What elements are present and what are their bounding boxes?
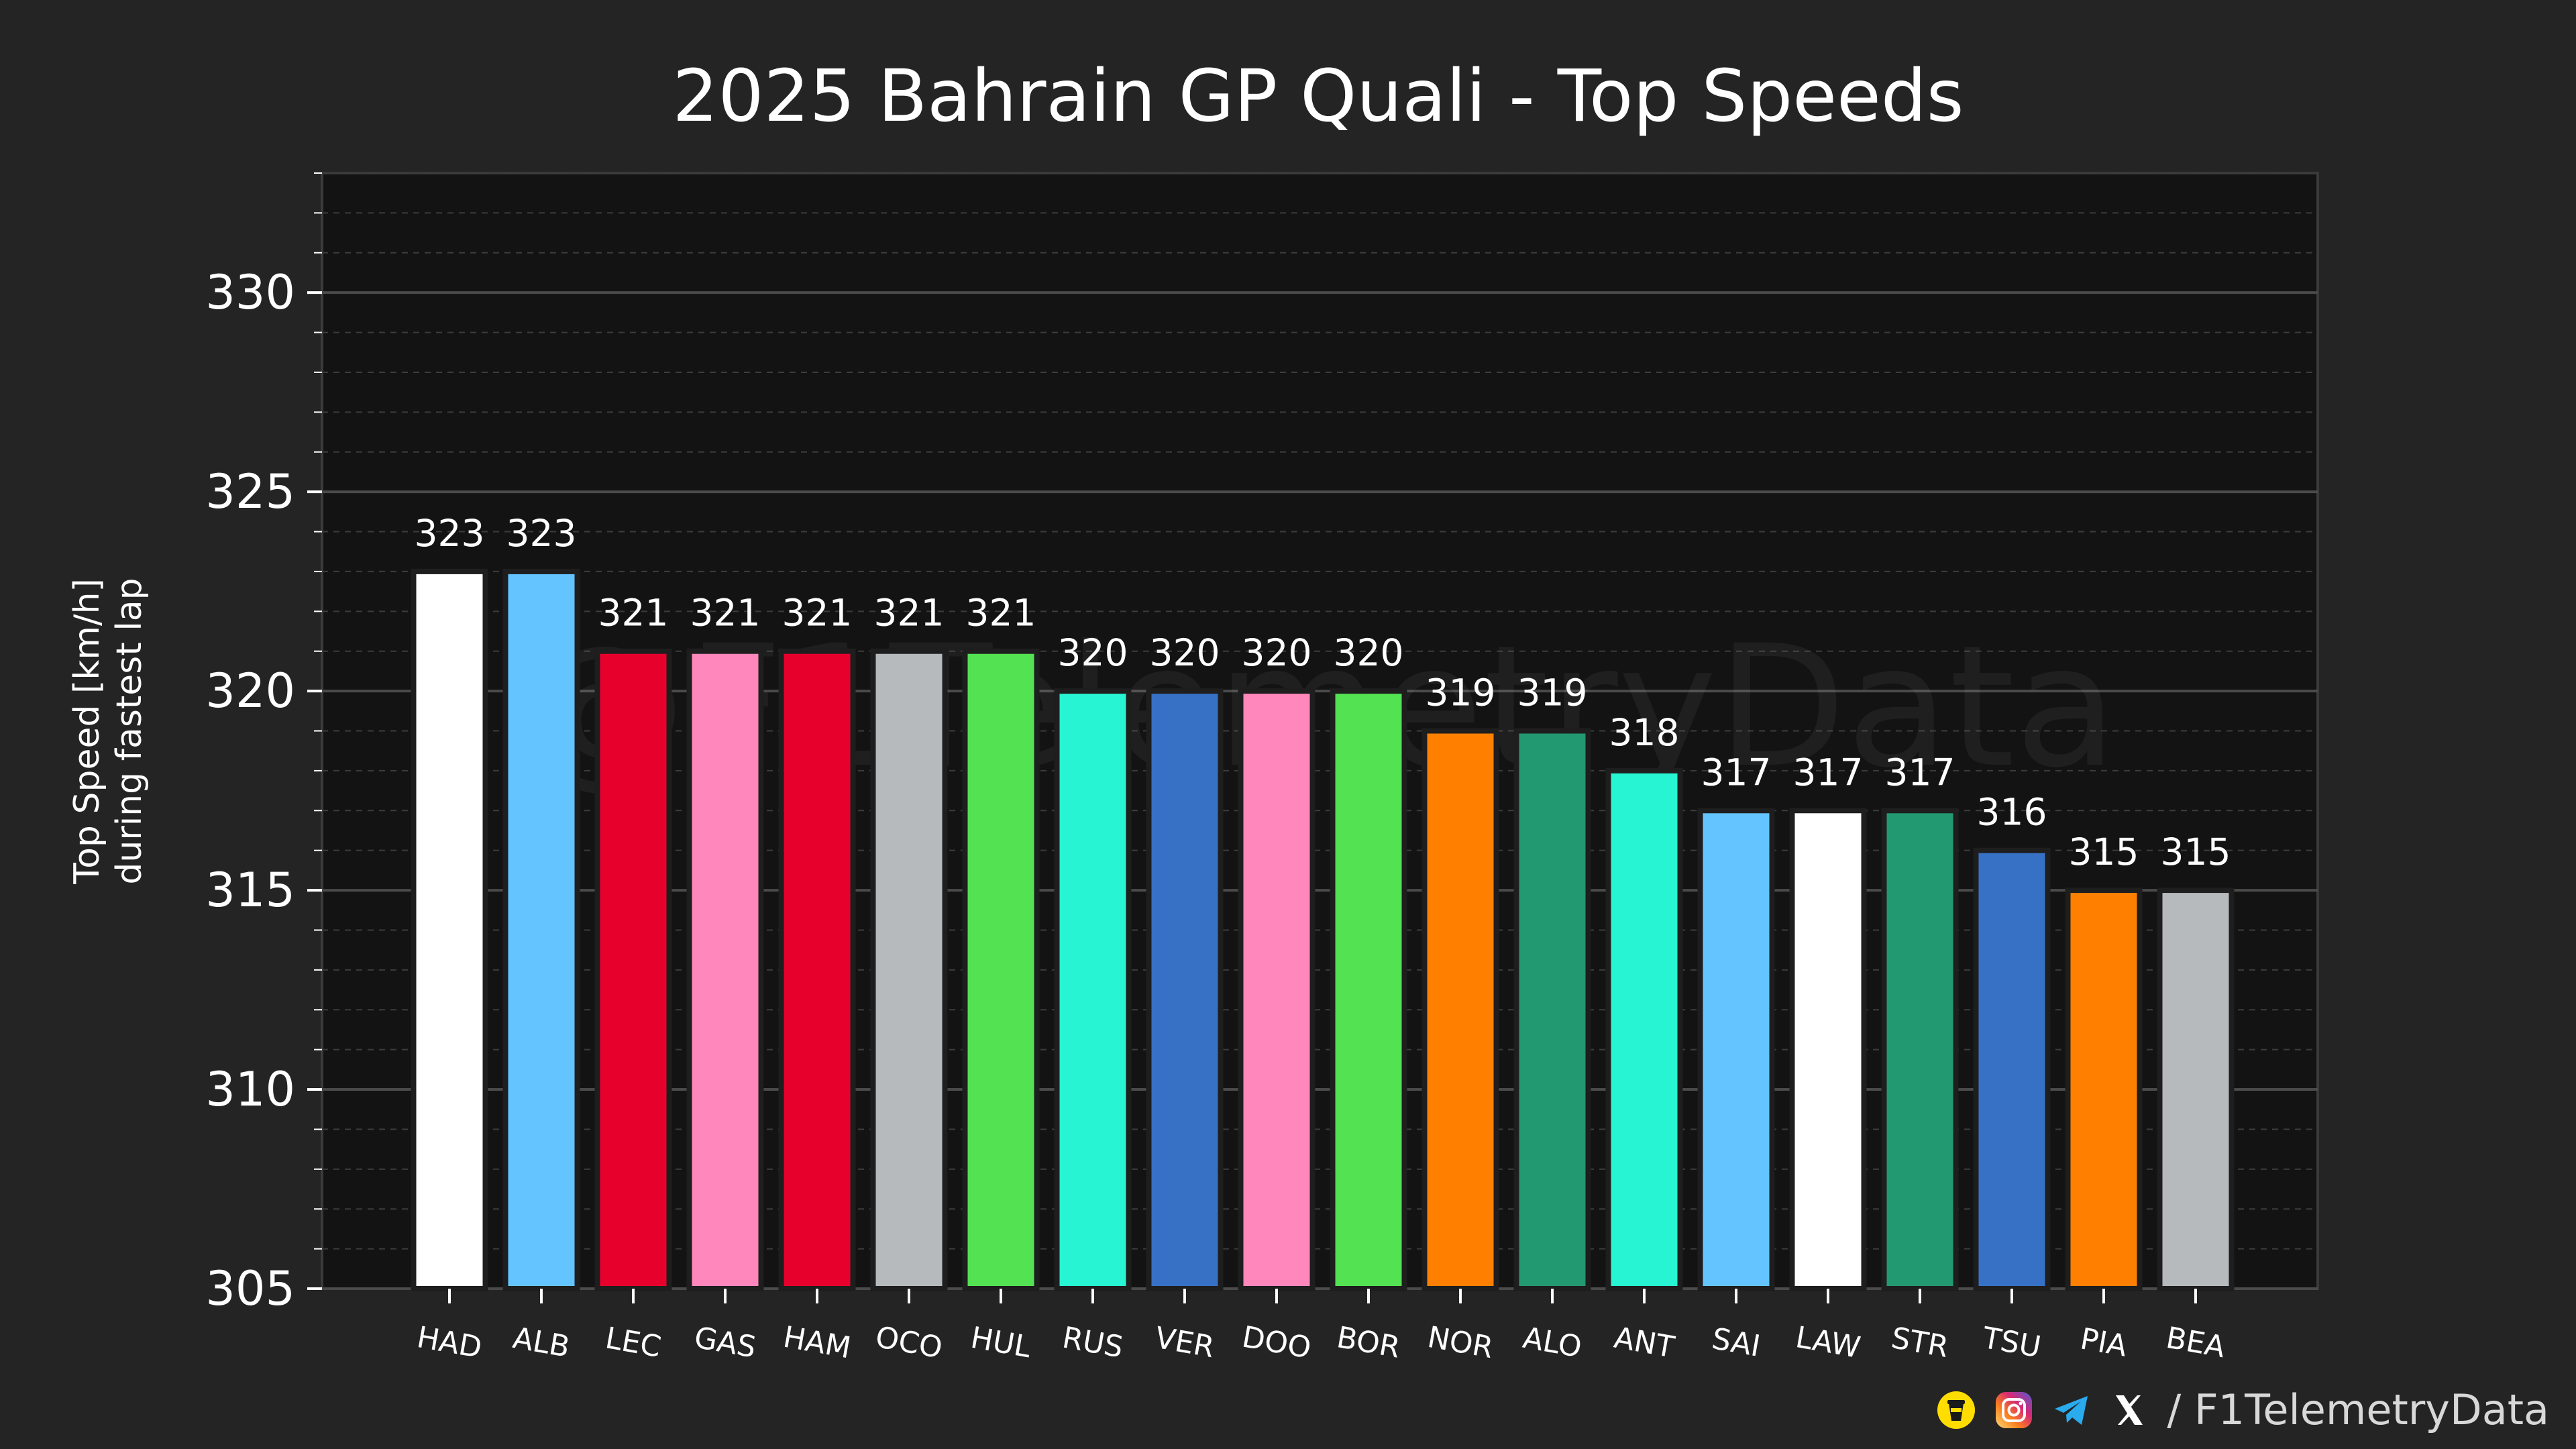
bar-sai — [1697, 808, 1775, 1292]
x-tick-label-ham: HAM — [781, 1320, 853, 1366]
bar-pia — [2065, 888, 2143, 1291]
telegram-icon[interactable] — [2051, 1390, 2092, 1430]
y-tick-label: 325 — [205, 464, 295, 519]
bar-hul — [962, 648, 1040, 1291]
data-label-ham: 321 — [782, 592, 853, 635]
x-tick-label-hul: HUL — [968, 1321, 1034, 1365]
x-tick-label-gas: GAS — [692, 1320, 759, 1364]
bar-ver — [1146, 688, 1224, 1292]
x-tick-label-pia: PIA — [2078, 1322, 2129, 1363]
footer-handle[interactable]: / F1TelemetryData — [2167, 1385, 2549, 1434]
bar-ant — [1605, 767, 1683, 1291]
x-tick-label-oco: OCO — [873, 1320, 945, 1366]
x-axis: HAD ALB LEC GAS HAM OCO HUL RUS VER DOO BOR NOR ALO A… — [415, 1289, 2228, 1366]
data-label-alo: 319 — [1517, 672, 1588, 714]
data-label-oco: 321 — [874, 592, 945, 635]
bar-nor — [1421, 728, 1499, 1291]
data-label-gas: 321 — [690, 592, 761, 635]
bar-bea — [2157, 888, 2235, 1291]
footer: / F1TelemetryData — [1936, 1385, 2549, 1434]
bar-tsu — [1973, 847, 2051, 1291]
data-label-pia: 315 — [2069, 830, 2139, 873]
x-tick-label-alo: ALO — [1520, 1321, 1584, 1364]
bar-law — [1789, 808, 1867, 1292]
x-tick-label-doo: DOO — [1240, 1320, 1313, 1365]
x-tick-label-str: STR — [1888, 1321, 1951, 1364]
data-label-sai: 317 — [1701, 751, 1772, 794]
x-icon[interactable] — [2109, 1390, 2149, 1430]
bar-had — [411, 568, 488, 1291]
x-tick-label-lec: LEC — [603, 1321, 664, 1364]
bar-oco — [870, 648, 948, 1291]
data-label-nor: 319 — [1426, 672, 1496, 714]
data-label-tsu: 316 — [1977, 791, 2047, 834]
x-tick-label-alb: ALB — [511, 1321, 572, 1364]
chart-title: 2025 Bahrain GP Quali - Top Speeds — [672, 55, 1964, 138]
data-label-bea: 315 — [2161, 830, 2231, 873]
y-tick-label: 305 — [205, 1261, 295, 1316]
y-tick-label: 320 — [205, 663, 295, 718]
data-labels-group: 323 323 321 321 321 321 321 320 320 320 320 319 319 3… — [415, 512, 2231, 873]
data-label-hul: 321 — [966, 592, 1036, 635]
x-tick-label-bor: BOR — [1334, 1320, 1403, 1365]
y-tick-label: 330 — [205, 265, 295, 320]
data-label-had: 323 — [415, 512, 485, 555]
data-label-ant: 318 — [1609, 711, 1680, 754]
data-label-bor: 320 — [1334, 631, 1404, 674]
instagram-icon[interactable] — [1994, 1390, 2034, 1430]
x-tick-label-ant: ANT — [1611, 1321, 1677, 1365]
data-label-rus: 320 — [1058, 631, 1128, 674]
bar-lec — [594, 648, 672, 1291]
data-label-str: 317 — [1885, 751, 1955, 794]
y-tick-label: 310 — [205, 1062, 295, 1117]
data-label-doo: 320 — [1242, 631, 1312, 674]
bar-doo — [1238, 688, 1316, 1292]
y-axis-label-line1: Top Speed [km/h] — [67, 578, 107, 885]
bar-gas — [686, 648, 764, 1291]
data-label-lec: 321 — [598, 592, 669, 635]
x-tick-label-law: LAW — [1793, 1320, 1863, 1365]
x-tick-label-ver: VER — [1152, 1321, 1217, 1365]
bar-rus — [1054, 688, 1132, 1292]
bar-ham — [778, 648, 856, 1291]
bar-alo — [1513, 728, 1591, 1291]
data-label-law: 317 — [1793, 751, 1864, 794]
bar-str — [1881, 808, 1959, 1292]
x-tick-label-nor: NOR — [1425, 1320, 1495, 1365]
y-axis: 305 310 315 320 325 330 — [205, 172, 322, 1316]
bars-group — [411, 568, 2235, 1292]
x-tick-label-had: HAD — [415, 1320, 484, 1365]
buymeacoffee-icon[interactable] — [1936, 1390, 1976, 1430]
x-tick-label-bea: BEA — [2163, 1321, 2228, 1365]
x-tick-label-rus: RUS — [1060, 1321, 1126, 1365]
x-tick-label-tsu: TSU — [1980, 1321, 2044, 1365]
data-label-alb: 323 — [506, 512, 577, 555]
y-axis-label-line2: during fastest lap — [109, 578, 150, 884]
x-tick-label-sai: SAI — [1709, 1322, 1763, 1364]
bar-bor — [1330, 688, 1407, 1292]
y-tick-label: 315 — [205, 863, 295, 918]
data-label-ver: 320 — [1150, 631, 1220, 674]
bar-alb — [502, 568, 580, 1291]
